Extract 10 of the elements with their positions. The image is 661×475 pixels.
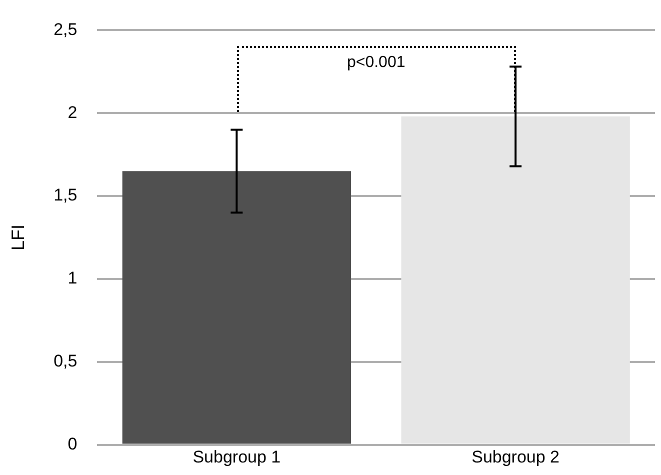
y-tick-label: 2 [68,102,78,122]
x-tick-label: Subgroup 1 [192,448,281,467]
x-tick-label: Subgroup 2 [472,448,560,467]
y-tick-label: 2,5 [54,20,78,39]
y-tick-label: 1,5 [54,186,78,205]
y-tick-label: 1 [68,268,78,288]
y-tick-label: 0,5 [54,352,78,371]
annotation: p<0.001 [346,54,406,72]
y-tick-label: 0 [68,434,78,454]
y-axis-title: LFI [8,224,28,251]
